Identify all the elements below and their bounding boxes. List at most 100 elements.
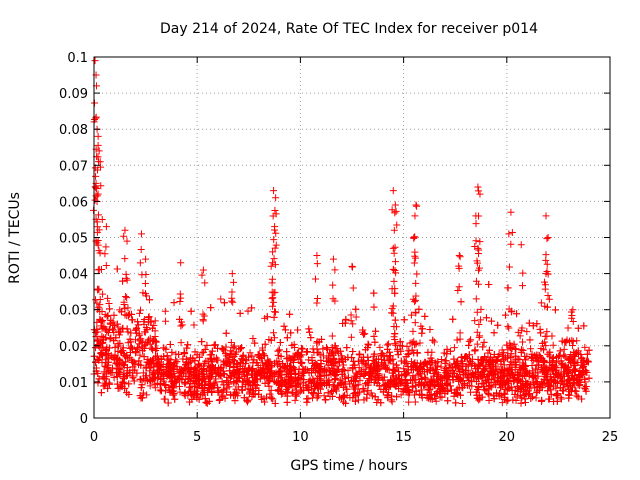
data-point [523,328,531,336]
data-point [190,365,198,373]
data-point [465,337,473,345]
data-point [413,202,421,210]
x-axis-title: GPS time / hours [290,458,407,474]
data-point [452,399,460,407]
data-point [376,343,384,351]
data-point [94,237,102,245]
data-point [456,253,464,261]
data-point [146,367,154,375]
data-point [143,391,151,399]
data-point [473,391,481,399]
data-point [540,362,548,370]
data-point [264,378,272,386]
data-point [485,396,493,404]
data-point [574,350,582,358]
data-point [153,352,161,360]
data-point [551,364,559,372]
data-point [181,380,189,388]
data-point [448,386,456,394]
data-point [559,387,567,395]
data-point [392,361,400,369]
data-point [320,392,328,400]
data-point [450,344,458,352]
data-point [106,305,114,313]
data-point [385,340,393,348]
data-point [167,359,175,367]
data-point [489,371,497,379]
data-point [557,395,565,403]
data-point [385,383,393,391]
data-point [210,355,218,363]
data-point [516,332,524,340]
data-point [142,340,150,348]
data-point [411,398,419,406]
data-point [367,368,375,376]
data-point [331,375,339,383]
data-point [457,359,465,367]
data-point [328,368,336,376]
data-point [412,279,420,287]
data-point [96,163,104,171]
data-point [410,391,418,399]
data-point [495,390,503,398]
data-point [119,344,127,352]
data-point [449,373,457,381]
data-point [187,307,195,315]
data-point [374,375,382,383]
data-point [415,305,423,313]
data-point [569,337,577,345]
data-point [150,373,158,381]
data-point [526,336,534,344]
data-point [545,395,553,403]
data-point [351,374,359,382]
data-point [396,379,404,387]
data-point [219,393,227,401]
data-point [475,396,483,404]
data-point [441,367,449,375]
data-point [547,386,555,394]
data-point [496,377,504,385]
data-point [320,379,328,387]
data-point [243,398,251,406]
data-point [391,316,399,324]
data-point [173,375,181,383]
data-point [516,392,524,400]
data-point [294,326,302,334]
data-point [434,358,442,366]
data-point [313,295,321,303]
data-point [331,375,339,383]
data-point [479,343,487,351]
data-point [294,389,302,397]
data-point [519,338,527,346]
data-point [127,343,135,351]
data-point [266,390,274,398]
data-point [529,393,537,401]
data-point [182,355,190,363]
data-point [392,375,400,383]
data-point [544,291,552,299]
data-point [330,383,338,391]
data-point [381,356,389,364]
data-point [585,346,593,354]
data-point [283,348,291,356]
data-point [121,311,129,319]
data-point [121,304,129,312]
data-point [418,366,426,374]
data-point [391,201,399,209]
data-point [456,329,464,337]
data-point [418,390,426,398]
data-point [100,334,108,342]
data-point [176,374,184,382]
data-point [522,378,530,386]
data-point [97,349,105,357]
data-point [394,345,402,353]
data-point [272,210,280,218]
data-point [497,391,505,399]
data-point [283,392,291,400]
data-point [92,172,100,180]
data-point [568,383,576,391]
data-point [410,234,418,242]
data-point [517,346,525,354]
data-point [98,215,106,223]
data-point [267,262,275,270]
